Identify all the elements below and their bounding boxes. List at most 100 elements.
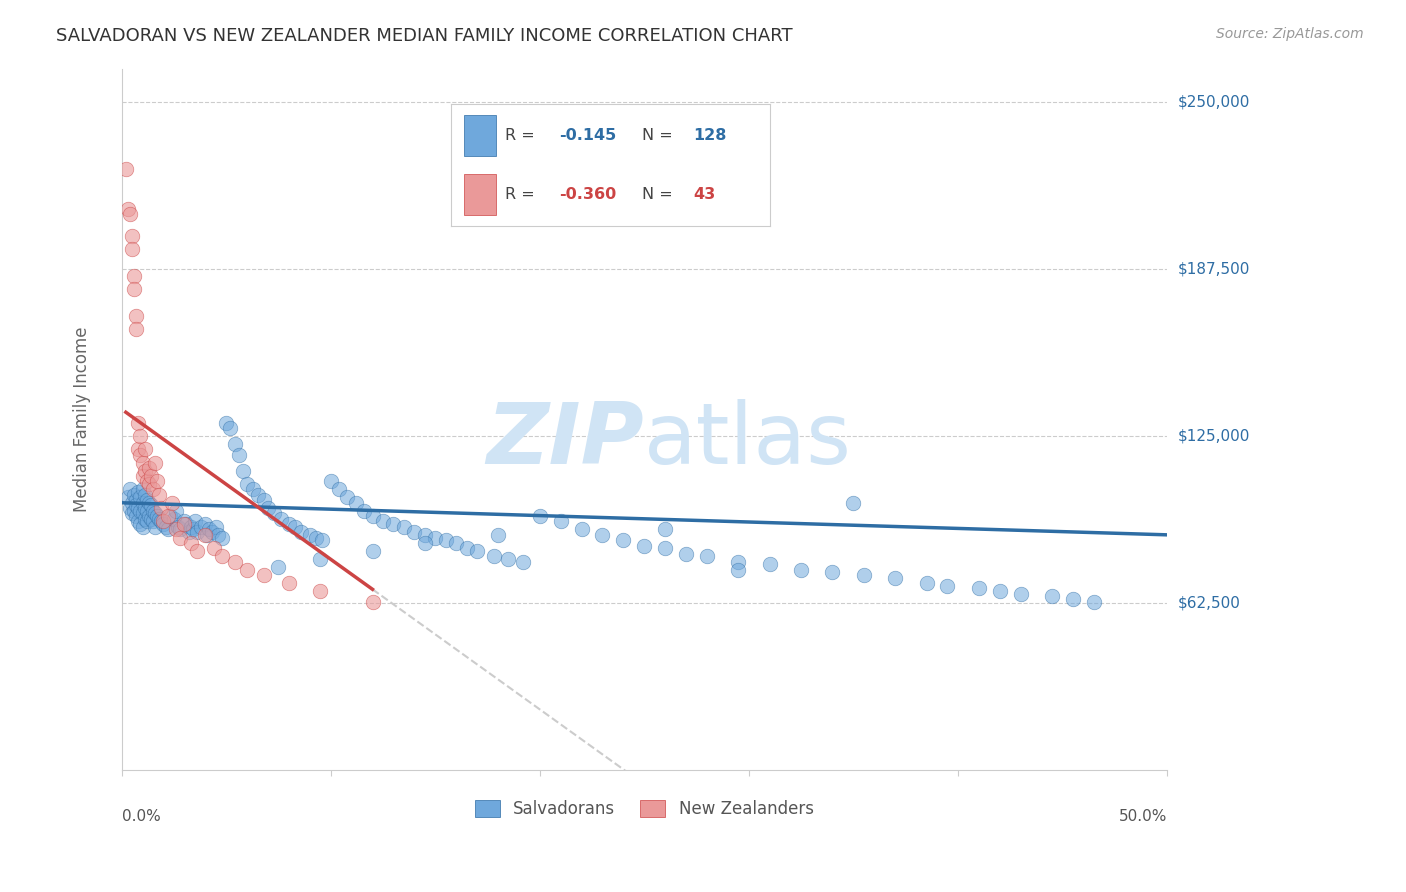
Point bbox=[821, 566, 844, 580]
Point bbox=[311, 533, 333, 548]
Point bbox=[134, 501, 156, 516]
Point bbox=[413, 528, 436, 542]
Point bbox=[121, 507, 143, 521]
Point bbox=[138, 509, 160, 524]
Point bbox=[180, 536, 202, 550]
Point bbox=[270, 512, 292, 526]
Point bbox=[219, 421, 242, 435]
Point bbox=[118, 483, 141, 497]
Point bbox=[371, 515, 394, 529]
Point bbox=[134, 464, 156, 478]
Text: SALVADORAN VS NEW ZEALANDER MEDIAN FAMILY INCOME CORRELATION CHART: SALVADORAN VS NEW ZEALANDER MEDIAN FAMIL… bbox=[56, 27, 793, 45]
Point bbox=[591, 528, 613, 542]
Point bbox=[277, 576, 299, 591]
Point bbox=[675, 547, 697, 561]
Point bbox=[181, 523, 204, 537]
Point bbox=[612, 533, 634, 548]
Point bbox=[138, 461, 160, 475]
Point bbox=[122, 268, 145, 283]
Point bbox=[224, 437, 246, 451]
Point bbox=[148, 512, 170, 526]
Point bbox=[186, 525, 208, 540]
Point bbox=[131, 496, 153, 510]
Point bbox=[224, 555, 246, 569]
Point bbox=[392, 520, 415, 534]
Point bbox=[177, 525, 200, 540]
Point bbox=[425, 531, 447, 545]
Point bbox=[118, 207, 141, 221]
Point bbox=[404, 525, 426, 540]
Point bbox=[135, 493, 157, 508]
Point bbox=[134, 442, 156, 457]
Point bbox=[915, 576, 938, 591]
Point bbox=[142, 483, 165, 497]
Point bbox=[131, 456, 153, 470]
Point bbox=[277, 517, 299, 532]
Point bbox=[202, 541, 225, 556]
Point bbox=[125, 499, 148, 513]
Point bbox=[138, 477, 160, 491]
Point bbox=[253, 568, 276, 582]
Point bbox=[125, 493, 148, 508]
Point bbox=[284, 520, 307, 534]
Point bbox=[146, 475, 169, 489]
Point bbox=[160, 496, 183, 510]
Text: $250,000: $250,000 bbox=[1178, 95, 1250, 110]
Point bbox=[195, 528, 218, 542]
Point bbox=[486, 528, 509, 542]
Point bbox=[456, 541, 478, 556]
Point bbox=[654, 541, 676, 556]
Point bbox=[127, 416, 149, 430]
Point bbox=[194, 517, 217, 532]
Point bbox=[215, 416, 238, 430]
Point bbox=[758, 558, 780, 572]
Point bbox=[117, 202, 139, 216]
Point bbox=[309, 584, 332, 599]
Point bbox=[319, 475, 342, 489]
Point bbox=[344, 496, 367, 510]
Point bbox=[633, 539, 655, 553]
Point bbox=[152, 515, 174, 529]
Point bbox=[988, 584, 1011, 599]
Point bbox=[143, 520, 166, 534]
Point bbox=[413, 536, 436, 550]
Point bbox=[232, 464, 254, 478]
Point bbox=[163, 512, 186, 526]
Point bbox=[194, 528, 217, 542]
Point bbox=[228, 448, 250, 462]
Point bbox=[129, 517, 152, 532]
Point bbox=[122, 488, 145, 502]
Point bbox=[131, 469, 153, 483]
Point bbox=[131, 507, 153, 521]
Point bbox=[1040, 589, 1063, 603]
Point bbox=[186, 544, 208, 558]
Text: ZIP: ZIP bbox=[486, 399, 644, 482]
Point bbox=[165, 504, 187, 518]
Point bbox=[465, 544, 488, 558]
Point bbox=[654, 523, 676, 537]
Point bbox=[173, 515, 195, 529]
Point bbox=[842, 496, 865, 510]
Point bbox=[263, 507, 285, 521]
Point bbox=[571, 523, 593, 537]
Point bbox=[1062, 591, 1084, 606]
Point bbox=[204, 520, 226, 534]
Point bbox=[125, 509, 148, 524]
Point bbox=[127, 485, 149, 500]
Point bbox=[129, 429, 152, 443]
Point bbox=[512, 555, 534, 569]
Point bbox=[382, 517, 405, 532]
Point bbox=[121, 496, 143, 510]
Point bbox=[125, 322, 148, 336]
Point bbox=[482, 549, 505, 564]
Point bbox=[146, 509, 169, 524]
Point bbox=[290, 525, 312, 540]
Point bbox=[184, 515, 207, 529]
Point bbox=[236, 477, 259, 491]
Point bbox=[298, 528, 321, 542]
Point bbox=[155, 520, 177, 534]
Point bbox=[305, 531, 328, 545]
Point bbox=[257, 501, 280, 516]
Legend: Salvadorans, New Zealanders: Salvadorans, New Zealanders bbox=[468, 793, 820, 825]
Point bbox=[207, 528, 229, 542]
